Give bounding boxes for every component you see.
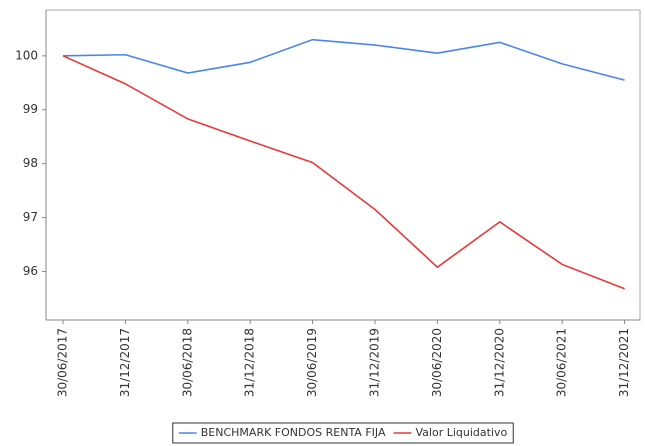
legend: BENCHMARK FONDOS RENTA FIJA Valor Liquida… bbox=[172, 422, 514, 444]
line-series bbox=[62, 38, 625, 81]
legend-label: BENCHMARK FONDOS RENTA FIJA bbox=[201, 426, 386, 439]
x-tick-label: 31/12/2021 bbox=[617, 328, 631, 397]
legend-box bbox=[172, 422, 514, 444]
legend-label: Valor Liquidativo bbox=[415, 426, 507, 439]
x-tick-label: 31/12/2020 bbox=[492, 328, 506, 397]
y-tick-label: 96 bbox=[23, 264, 38, 278]
y-tick-label: 97 bbox=[23, 210, 38, 224]
x-tick-label: 31/12/2018 bbox=[243, 328, 257, 397]
x-tick-label: 31/12/2017 bbox=[118, 328, 132, 397]
x-tick-label: 30/06/2019 bbox=[305, 328, 319, 397]
y-tick-label: 100 bbox=[15, 48, 38, 62]
y-tick-label: 99 bbox=[23, 102, 38, 116]
x-tick-label: 30/06/2018 bbox=[180, 328, 194, 397]
x-tick-label: 30/06/2017 bbox=[56, 328, 70, 397]
x-tick-label: 31/12/2019 bbox=[368, 328, 382, 397]
line-series bbox=[62, 55, 625, 290]
x-tick-label: 30/06/2020 bbox=[430, 328, 444, 397]
x-tick-label: 30/06/2021 bbox=[555, 328, 569, 397]
y-tick-label: 98 bbox=[23, 156, 38, 170]
plot-frame bbox=[45, 9, 641, 321]
